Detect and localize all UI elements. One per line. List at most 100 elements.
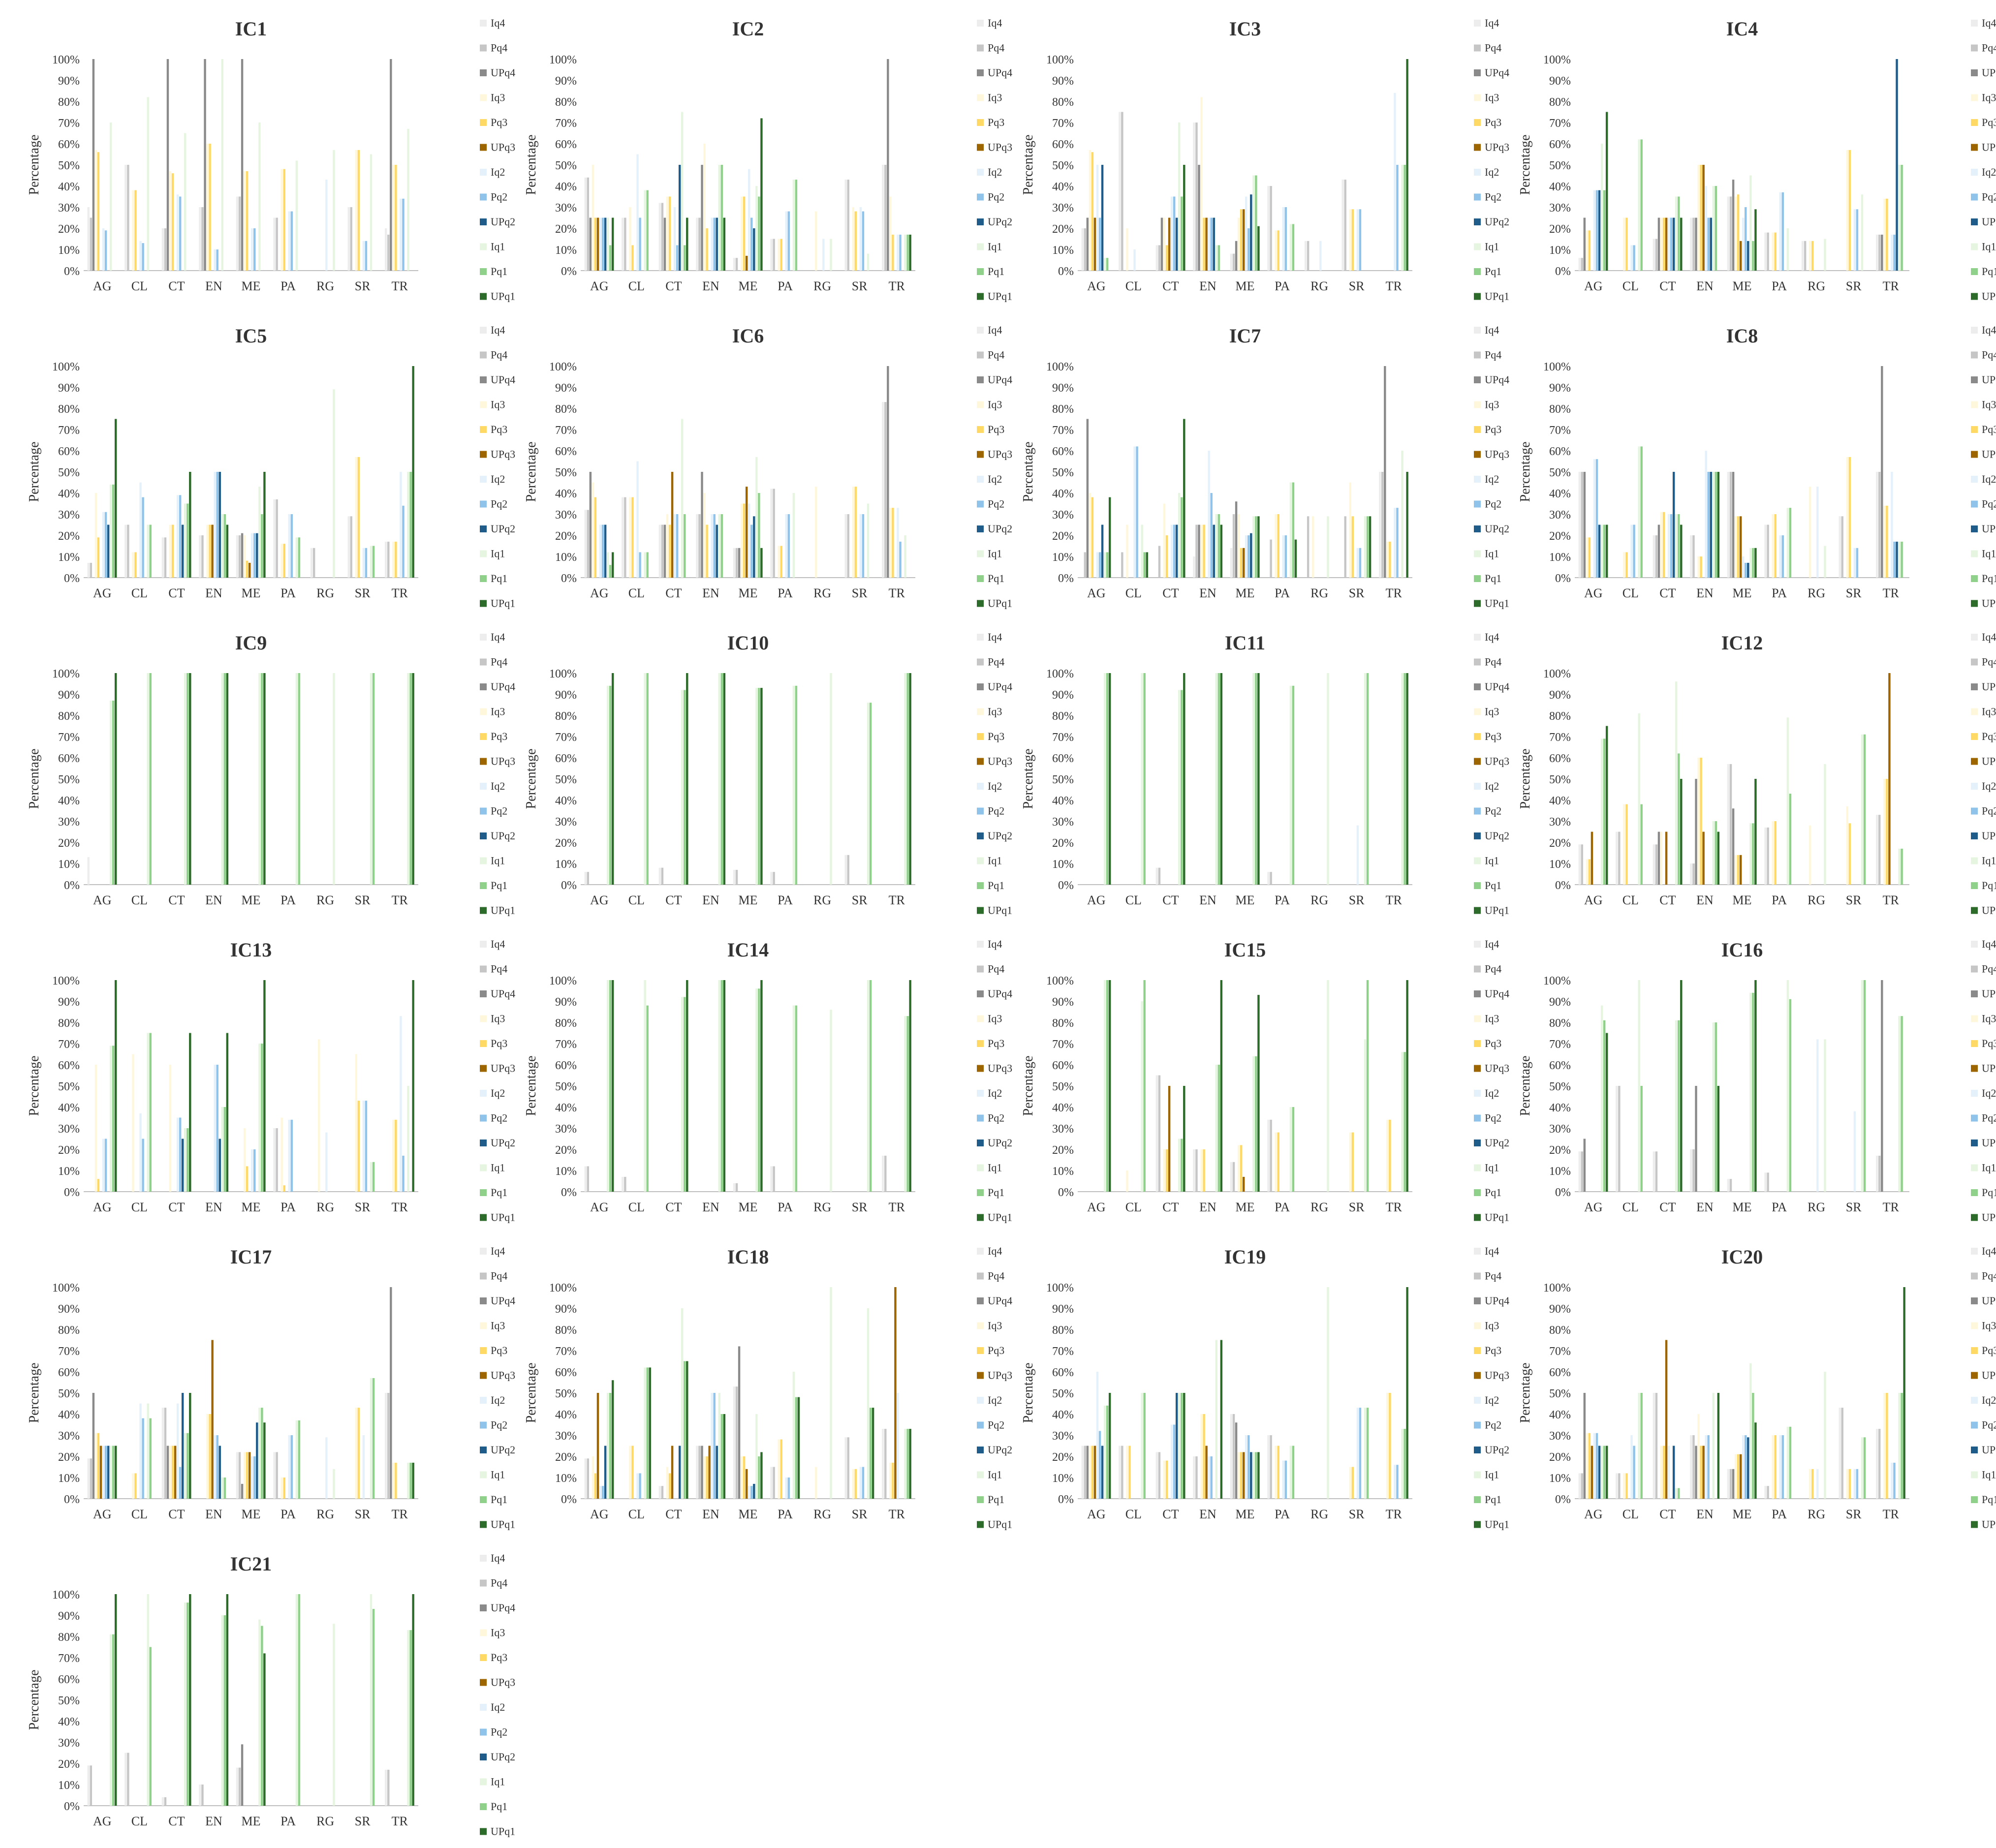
legend-label: Pq4: [1982, 349, 1996, 361]
bar-iq2-tr: [400, 1016, 402, 1192]
bar-upq1-ct: [686, 217, 688, 271]
legend-label: UPq4: [1982, 66, 1996, 79]
bar-pq2-me: [1745, 207, 1747, 271]
bar-pq2-pa: [787, 514, 790, 578]
bar-upq1-tr: [412, 980, 414, 1192]
bar-iq3-en: [703, 493, 706, 578]
legend-label: UPq4: [988, 1294, 1012, 1307]
bar-pq4-me: [735, 1386, 738, 1499]
bar-pq2-ag: [104, 1139, 107, 1192]
bar-pq1-me: [261, 673, 263, 885]
bar-pq2-pa: [1284, 1460, 1287, 1499]
bar-iq4-me: [1727, 472, 1730, 578]
x-tick-label: CT: [168, 1507, 185, 1521]
bar-iq1-tr: [904, 234, 906, 271]
bar-pq1-ct: [684, 1361, 686, 1499]
legend-label: UPq1: [988, 290, 1012, 303]
bar-pq3-ag: [1091, 152, 1094, 271]
bar-upq4-tr: [390, 1287, 392, 1499]
x-tick-label: ME: [1236, 586, 1255, 600]
bar-iq3-sr: [1349, 1467, 1351, 1499]
x-tick-label: EN: [1199, 893, 1216, 907]
x-tick-label: ME: [739, 586, 758, 600]
bar-upq1-me: [263, 980, 266, 1192]
legend-swatch-pq2: [480, 1114, 487, 1122]
bar-iq2-ag: [102, 512, 105, 578]
bar-upq1-ct: [1680, 217, 1683, 271]
bar-iq3-sr: [1846, 150, 1848, 271]
bar-iq3-ct: [666, 1467, 669, 1499]
bar-pq3-sr: [854, 211, 857, 271]
bar-iq4-pa: [1764, 232, 1767, 271]
legend-label: Iq3: [988, 399, 1002, 411]
bar-upq1-ag: [611, 552, 614, 578]
legend-swatch-pq3: [1474, 1347, 1481, 1354]
bar-pq1-ag: [609, 565, 612, 578]
bar-iq3-me: [243, 1452, 246, 1499]
bar-iq4-pa: [1764, 827, 1767, 885]
legend-swatch-iq4: [480, 20, 487, 27]
bar-iq1-ct: [1675, 196, 1678, 271]
legend-swatch-pq4: [977, 1272, 984, 1280]
y-tick-label: 10%: [555, 1472, 577, 1485]
bar-pq4-me: [1729, 472, 1732, 578]
bar-pq2-pa: [290, 1435, 293, 1499]
bar-iq1-tr: [407, 128, 409, 271]
x-tick-label: RG: [316, 586, 334, 600]
bar-pq2-cl: [639, 217, 641, 271]
bar-iq1-tr: [1898, 1016, 1901, 1192]
legend-label: Pq4: [1982, 656, 1996, 668]
bar-upq1-en: [1717, 832, 1720, 885]
bar-pq1-sr: [1366, 980, 1369, 1192]
bar-upq3-me: [248, 1452, 251, 1499]
legend-label: UPq4: [491, 373, 515, 386]
bar-iq1-pa: [295, 537, 298, 578]
bar-iq1-me: [1252, 516, 1255, 578]
legend-swatch-iq2: [1971, 1397, 1978, 1404]
legend-swatch-iq1: [1971, 1164, 1978, 1171]
y-tick-label: 30%: [58, 1737, 80, 1750]
y-tick-label: 90%: [1549, 1303, 1571, 1316]
bar-iq3-pa: [1772, 1435, 1774, 1499]
legend-label: UPq4: [1485, 1294, 1509, 1307]
bar-iq3-tr: [392, 165, 395, 271]
bar-pq1-sr: [1366, 1408, 1369, 1499]
y-tick-label: 100%: [1046, 975, 1074, 987]
bar-upq2-tr: [1896, 59, 1898, 271]
legend-label: Iq3: [1485, 1320, 1499, 1332]
legend-swatch-iq1: [480, 243, 487, 250]
bar-upq2-en: [218, 1446, 221, 1499]
legend-swatch-upq3: [1474, 758, 1481, 765]
bar-pq1-sr: [869, 1408, 872, 1499]
legend-swatch-iq4: [977, 1248, 984, 1255]
bar-iq3-cl: [1623, 552, 1625, 578]
bar-pq4-tr: [387, 1769, 390, 1806]
bar-iq3-sr: [355, 150, 357, 271]
bar-upq4-en: [701, 165, 703, 271]
bar-iq3-tr: [392, 541, 395, 578]
x-tick-label: PA: [1772, 1507, 1787, 1521]
bar-pq4-ag: [587, 510, 590, 578]
y-axis-label: Percentage: [1021, 135, 1036, 195]
bar-iq4-pa: [1764, 1486, 1767, 1499]
bar-pq1-tr: [906, 1016, 909, 1192]
bar-iq4-ct: [658, 867, 661, 885]
bar-iq4-cl: [622, 1176, 624, 1192]
bar-pq1-tr: [906, 673, 909, 885]
y-tick-label: 20%: [58, 1144, 80, 1157]
bar-pq4-ag: [90, 1458, 93, 1499]
bar-iq4-tr: [1876, 1429, 1878, 1499]
bar-pq1-ag: [609, 245, 612, 271]
bar-upq2-ct: [1175, 1393, 1178, 1499]
bar-iq2-me: [1245, 196, 1248, 271]
bar-pq4-pa: [773, 489, 775, 578]
bar-iq3-rg: [1312, 516, 1314, 578]
bar-iq1-pa: [1289, 482, 1292, 578]
legend-swatch-pq1: [480, 1189, 487, 1196]
legend-label: Pq4: [988, 963, 1004, 975]
bar-iq3-tr: [392, 1462, 395, 1499]
legend-label: Pq4: [1982, 1270, 1996, 1282]
x-tick-label: AG: [1584, 586, 1603, 600]
bar-pq3-sr: [1351, 209, 1354, 271]
bar-upq1-me: [1754, 779, 1757, 885]
